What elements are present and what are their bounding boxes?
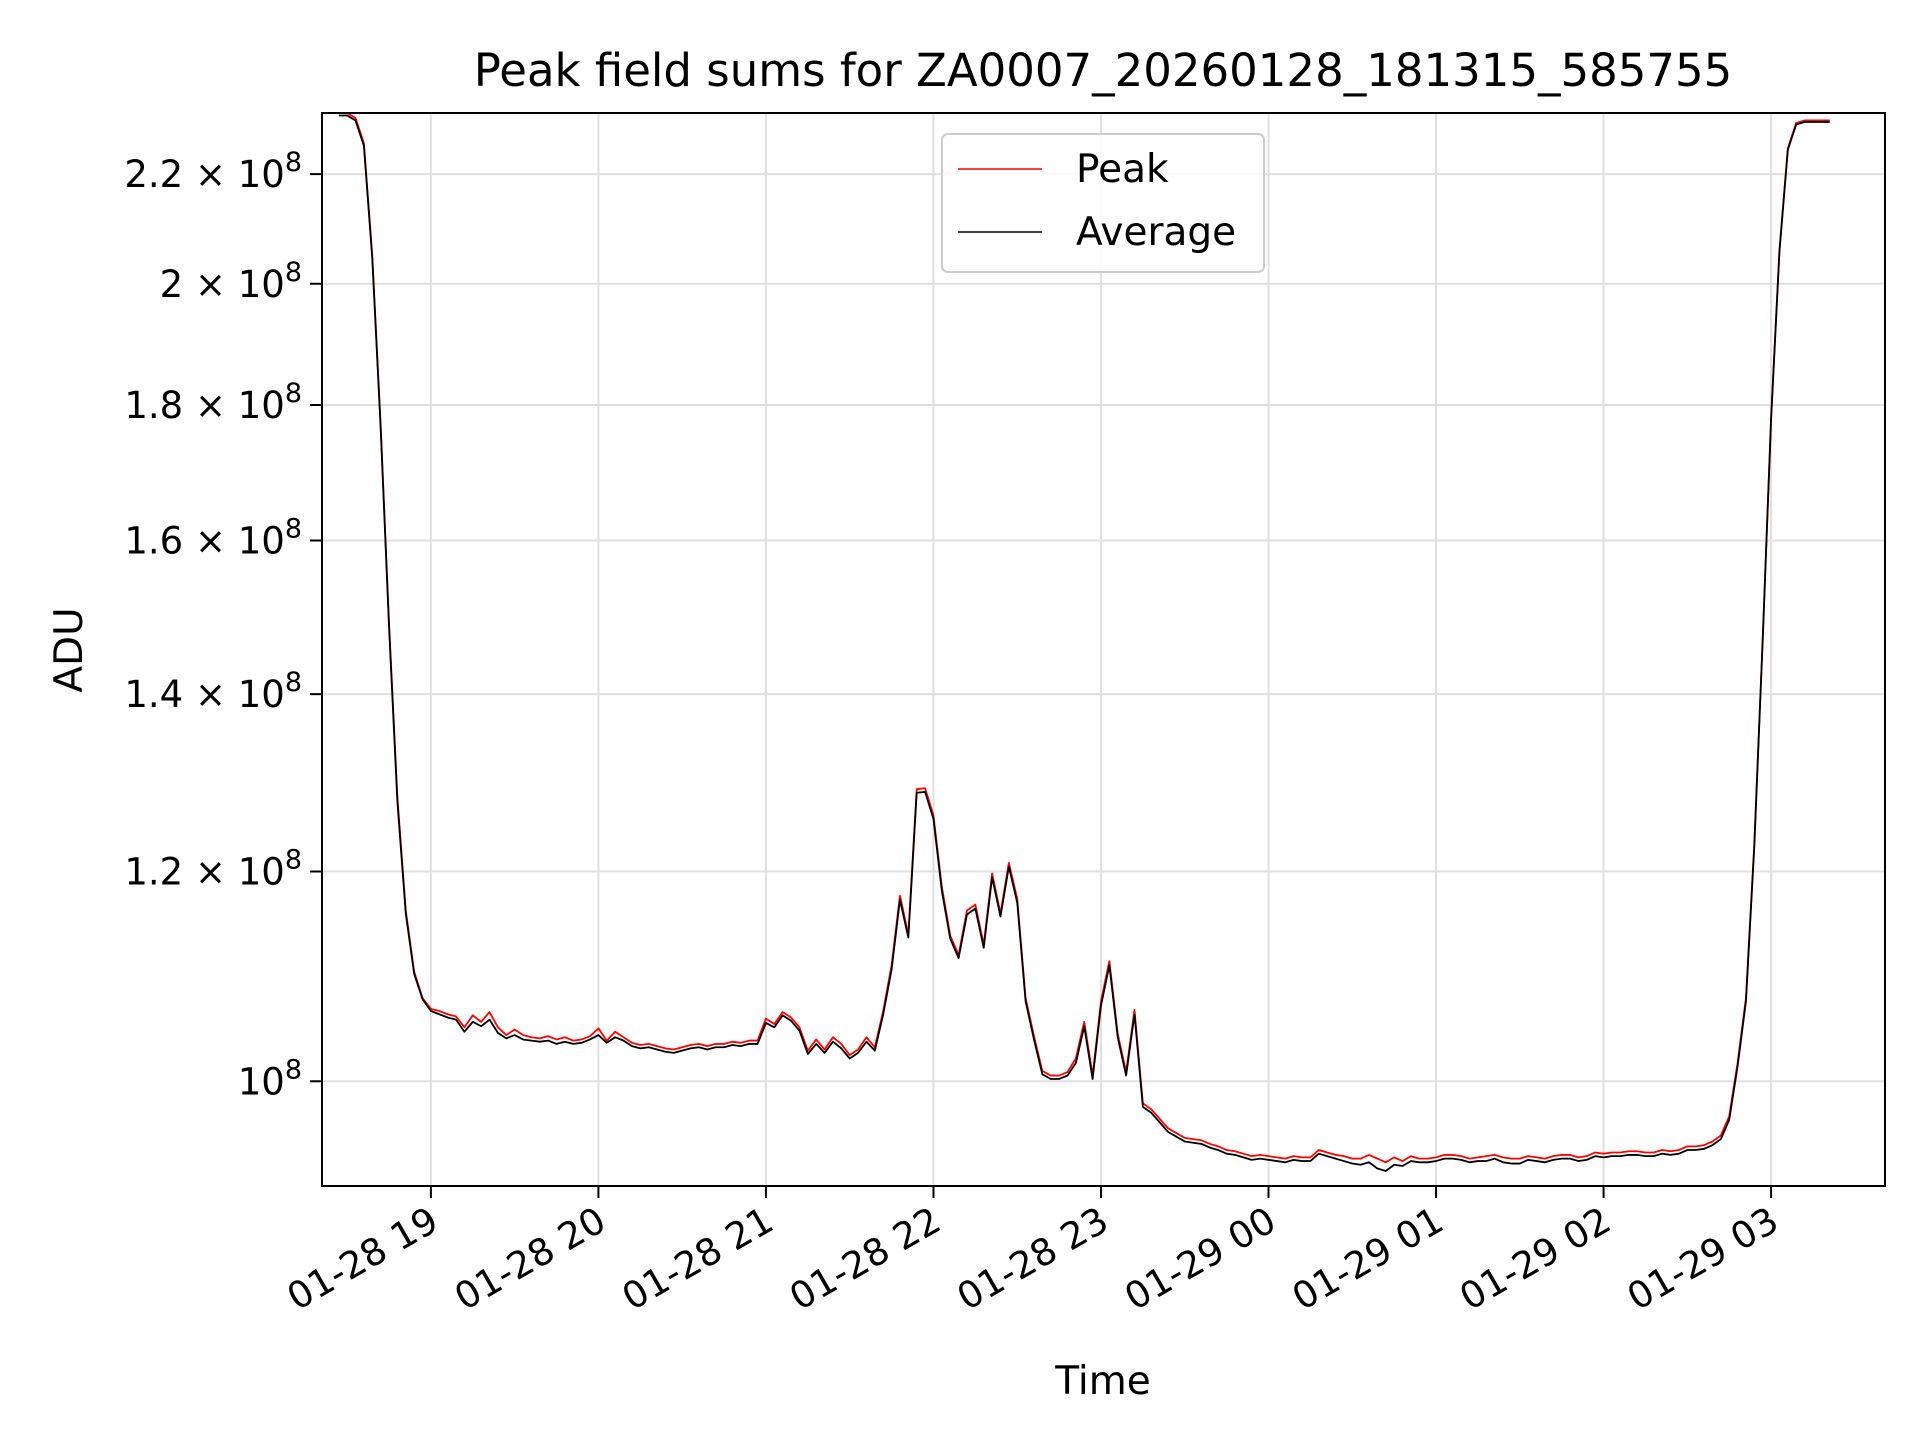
legend-label-peak: Peak: [1076, 147, 1169, 192]
y-axis-label: ADU: [47, 607, 92, 692]
y-tick-label: 1.4 × 108: [124, 667, 302, 716]
series-lines: [338, 113, 1830, 1172]
grid: [322, 113, 1885, 1186]
y-tick-label: 2.2 × 108: [124, 147, 302, 196]
chart-title: Peak field sums for ZA0007_20260128_1813…: [474, 44, 1733, 97]
y-tick-label: 1.8 × 108: [124, 378, 302, 427]
series-line-peak: [338, 113, 1830, 1164]
tick-marks: [310, 173, 1773, 1198]
series-line-average: [338, 114, 1830, 1172]
axes-frame: [321, 112, 1886, 1187]
y-tick-label: 1.2 × 108: [124, 845, 302, 894]
x-axis-label: Time: [1054, 1359, 1150, 1404]
legend: Peak Average: [941, 133, 1265, 273]
y-tick-label: 108: [238, 1054, 302, 1103]
legend-label-average: Average: [1076, 210, 1236, 255]
y-tick-label: 2 × 108: [160, 257, 302, 306]
y-tick-label: 1.6 × 108: [124, 514, 302, 563]
